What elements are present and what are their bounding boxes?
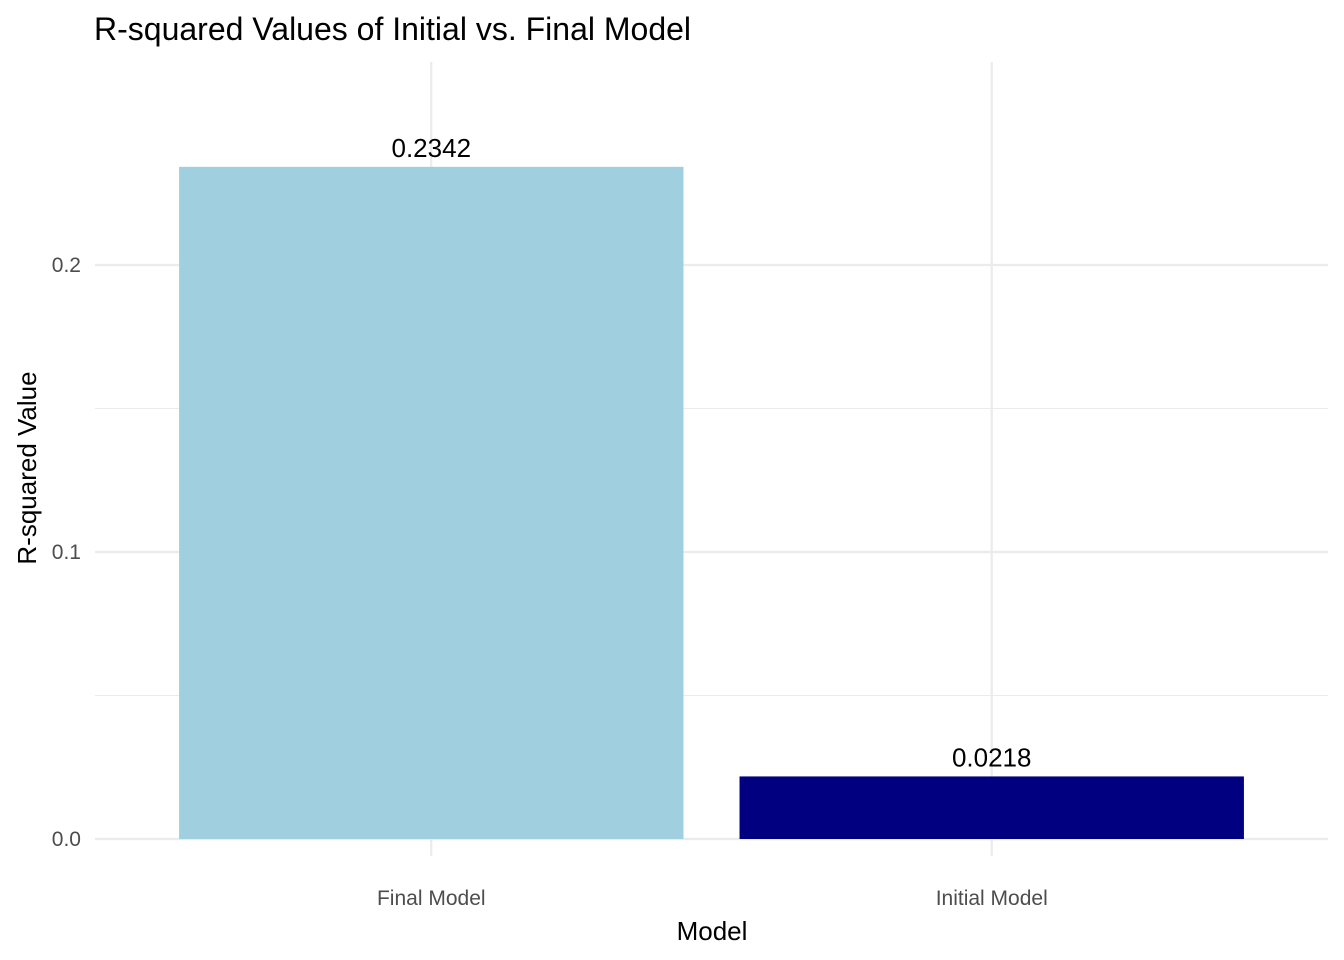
y-axis-ticks: 0.0 0.1 0.2 bbox=[52, 254, 81, 851]
bar-final-model bbox=[179, 166, 684, 839]
y-axis-title: R-squared Value bbox=[12, 371, 42, 564]
data-labels: 0.2342 0.0218 bbox=[392, 133, 1032, 773]
x-axis-title: Model bbox=[677, 916, 748, 946]
bar-initial-model bbox=[739, 776, 1244, 839]
x-axis-ticks: Final Model Initial Model bbox=[377, 887, 1048, 910]
x-tick-label-0: Final Model bbox=[377, 887, 486, 910]
data-label-0: 0.2342 bbox=[392, 133, 472, 163]
y-tick-label-1: 0.1 bbox=[52, 541, 81, 564]
chart-title: R-squared Values of Initial vs. Final Mo… bbox=[94, 11, 691, 47]
x-tick-label-1: Initial Model bbox=[936, 887, 1048, 910]
bars bbox=[179, 166, 1244, 839]
data-label-1: 0.0218 bbox=[952, 742, 1032, 772]
y-tick-label-0: 0.0 bbox=[52, 828, 81, 851]
y-tick-label-2: 0.2 bbox=[52, 254, 81, 277]
